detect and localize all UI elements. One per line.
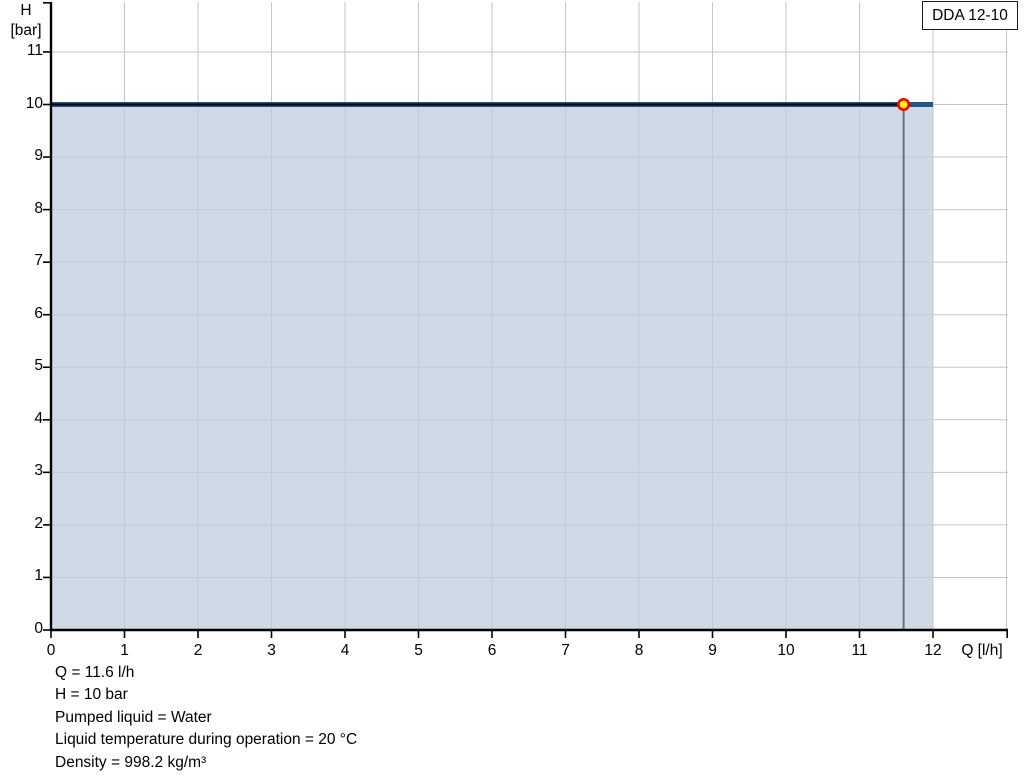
y-tick-label: 5 (34, 357, 43, 375)
operating-conditions-panel: Q = 11.6 l/h H = 10 bar Pumped liquid = … (55, 662, 357, 774)
info-flow: Q = 11.6 l/h (55, 664, 135, 681)
x-tick-label: 5 (414, 642, 423, 659)
y-axis-title: H [bar] (4, 1, 48, 41)
x-tick-label: 0 (46, 642, 56, 659)
x-axis-title: Q [l/h] (961, 642, 1003, 659)
x-tick-label: 6 (487, 642, 497, 659)
y-axis-quantity: H (20, 2, 32, 19)
y-tick-label: 3 (34, 462, 43, 480)
pump-model-label: DDA 12-10 (932, 6, 1008, 24)
x-tick-label: 3 (267, 642, 276, 659)
y-tick-label: 8 (34, 199, 43, 217)
y-tick-label: 10 (25, 94, 43, 112)
y-tick-label: 1 (34, 567, 43, 585)
x-tick-label: 4 (340, 642, 350, 659)
y-tick-label: 11 (26, 41, 43, 59)
x-tick-label: 1 (120, 642, 129, 659)
y-tick-label: 7 (34, 252, 43, 270)
y-tick-label: 0 (34, 620, 43, 637)
info-density: Density = 998.2 kg/m³ (55, 753, 207, 771)
y-tick-label: 2 (34, 514, 43, 532)
x-tick-label: 7 (561, 642, 570, 659)
x-tick-label: 2 (193, 642, 203, 659)
x-tick-label: 9 (708, 642, 717, 659)
duty-point-marker[interactable] (897, 98, 911, 112)
y-tick-label: 9 (34, 147, 43, 165)
x-tick-label: 12 (924, 642, 942, 659)
pump-model-badge: DDA 12-10 (922, 1, 1018, 30)
info-pumped-liquid: Pumped liquid = Water (55, 708, 212, 726)
y-axis-unit: [bar] (10, 22, 42, 39)
x-tick-label: 10 (777, 642, 795, 659)
info-head: H = 10 bar (55, 686, 128, 704)
y-tick-label: 4 (34, 409, 43, 427)
x-tick-label: 8 (634, 642, 644, 659)
y-tick-label: 6 (34, 304, 43, 322)
info-liquid-temperature: Liquid temperature during operation = 20… (55, 731, 358, 749)
capacity-area-fill (51, 104, 933, 630)
x-tick-label: 11 (851, 642, 868, 659)
